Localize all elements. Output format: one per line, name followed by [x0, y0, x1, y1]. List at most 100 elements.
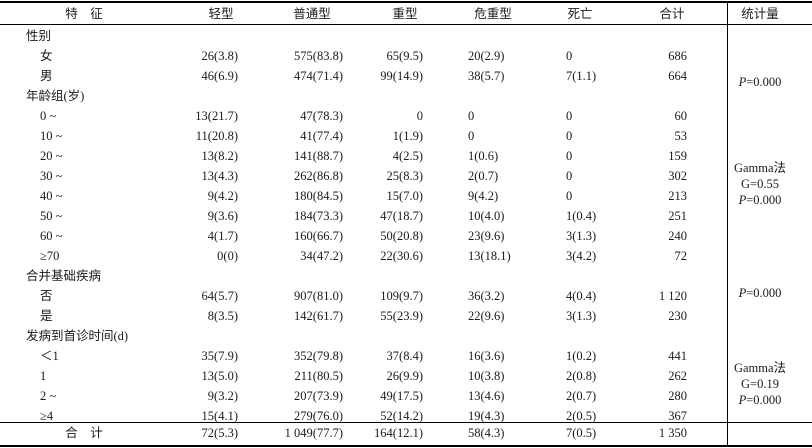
stat-age: Gamma法 G=0.55 P=0.000	[720, 160, 800, 208]
cell-common: 184(73.3)	[294, 209, 343, 223]
row-label: 10 ~	[40, 129, 63, 143]
cell-mild: 13(21.7)	[195, 109, 238, 123]
stat-sex: P=0.000	[720, 74, 800, 90]
cell-death: 0	[566, 149, 573, 163]
row-label: 是	[40, 309, 53, 323]
row-label: 2 ~	[40, 389, 57, 403]
cell-severe: 22(30.6)	[380, 249, 423, 263]
cell-total: 159	[668, 149, 687, 163]
cell-critical: 0	[468, 129, 475, 143]
section-label: 合并基础疾病	[26, 269, 102, 283]
cell-severe: 52(14.2)	[380, 409, 423, 423]
header-rule	[0, 24, 812, 25]
cell-total: 213	[668, 189, 687, 203]
section-row: 年龄组(岁)	[0, 86, 812, 106]
table-header: 特 征 轻型 普通型 重型 危重型 死亡 合计 统计量	[0, 4, 812, 24]
section-row: 合并基础疾病	[0, 266, 812, 286]
row-label: 女	[40, 49, 53, 63]
cell-critical: 10(3.8)	[468, 369, 505, 383]
cell-mild: 15(4.1)	[201, 409, 238, 423]
cell-severe: 26(9.9)	[386, 369, 423, 383]
cell-death: 0	[566, 189, 573, 203]
cell-death: 3(4.2)	[566, 249, 597, 263]
section-row: 性别	[0, 26, 812, 46]
cell-death: 2(0.8)	[566, 369, 597, 383]
stat-disease: P=0.000	[720, 285, 800, 301]
bottom-rule	[0, 445, 812, 447]
cell-critical: 20(2.9)	[468, 49, 505, 63]
row-label: 20 ~	[40, 149, 63, 163]
cell-total: 262	[668, 369, 687, 383]
cell-total: 367	[668, 409, 687, 423]
total-label: 合 计	[65, 426, 103, 440]
row-label: 60 ~	[40, 229, 63, 243]
cell-total: 230	[668, 309, 687, 323]
row-label: 0 ~	[40, 109, 57, 123]
table-row: 20 ~ 13(8.2) 141(88.7) 4(2.5) 1(0.6) 0 159	[0, 146, 812, 166]
cell-critical: 13(4.6)	[468, 389, 505, 403]
total-cell-critical: 58(4.3)	[468, 426, 505, 440]
table-row: 30 ~ 13(4.3) 262(86.8) 25(8.3) 2(0.7) 0 302	[0, 166, 812, 186]
cell-total: 441	[668, 349, 687, 363]
table-row: 1 13(5.0) 211(80.5) 26(9.9) 10(3.8) 2(0.8) 262	[0, 366, 812, 386]
cell-total: 72	[674, 249, 688, 263]
cell-death: 1(0.2)	[566, 349, 597, 363]
header-feature: 特 征	[65, 7, 103, 21]
cell-total: 240	[668, 229, 687, 243]
cell-total: 686	[668, 49, 687, 63]
cell-total: 280	[668, 389, 687, 403]
cell-severe: 37(8.4)	[386, 349, 423, 363]
cell-death: 7(1.1)	[566, 69, 597, 83]
cell-severe: 25(8.3)	[386, 169, 423, 183]
cell-death: 4(0.4)	[566, 289, 597, 303]
cell-death: 3(1.3)	[566, 309, 597, 323]
total-cell-severe: 164(12.1)	[374, 426, 423, 440]
row-label: ＜1	[40, 349, 59, 363]
stat-line: P=0.000	[738, 393, 782, 407]
table-row: 女 26(3.8) 575(83.8) 65(9.5) 20(2.9) 0 686	[0, 46, 812, 66]
cell-common: 474(71.4)	[294, 69, 343, 83]
cell-death: 0	[566, 109, 573, 123]
cell-death: 1(0.4)	[566, 209, 597, 223]
cell-death: 0	[566, 49, 573, 63]
top-rule	[0, 1, 812, 3]
table-row: 否 64(5.7) 907(81.0) 109(9.7) 36(3.2) 4(0.4) 1 …	[0, 286, 812, 306]
section-label: 性别	[26, 29, 52, 43]
table-row: 40 ~ 9(4.2) 180(84.5) 15(7.0) 9(4.2) 0 213	[0, 186, 812, 206]
cell-total: 251	[668, 209, 687, 223]
cell-mild: 0(0)	[217, 249, 238, 263]
cell-critical: 2(0.7)	[468, 169, 499, 183]
header-critical: 危重型	[474, 7, 512, 21]
total-top-rule	[0, 422, 812, 423]
cell-critical: 19(4.3)	[468, 409, 505, 423]
cell-critical: 0	[468, 109, 475, 123]
cell-common: 41(77.4)	[300, 129, 343, 143]
cell-mild: 9(4.2)	[207, 189, 238, 203]
cell-severe: 99(14.9)	[380, 69, 423, 83]
row-label: ≥4	[40, 409, 54, 423]
cell-total: 664	[668, 69, 687, 83]
row-label: ≥70	[40, 249, 60, 263]
cell-common: 211(80.5)	[294, 369, 344, 383]
cell-critical: 36(3.2)	[468, 289, 505, 303]
row-label: 1	[40, 369, 47, 383]
cell-mild: 13(4.3)	[201, 169, 238, 183]
cell-mild: 35(7.9)	[201, 349, 238, 363]
cell-mild: 9(3.6)	[207, 209, 238, 223]
row-label: 男	[40, 69, 53, 83]
cell-death: 2(0.5)	[566, 409, 597, 423]
cell-common: 34(47.2)	[300, 249, 343, 263]
cell-common: 180(84.5)	[294, 189, 343, 203]
cell-common: 207(73.9)	[294, 389, 343, 403]
cell-critical: 38(5.7)	[468, 69, 505, 83]
row-label: 30 ~	[40, 169, 63, 183]
stat-line: Gamma法	[733, 161, 787, 175]
table-row: 是 8(3.5) 142(61.7) 55(23.9) 22(9.6) 3(1.3) 230	[0, 306, 812, 326]
table-row: ≥70 0(0) 34(47.2) 22(30.6) 13(18.1) 3(4.2) 72	[0, 246, 812, 266]
cell-mild: 11(20.8)	[195, 129, 238, 143]
total-cell-mild: 72(5.3)	[201, 426, 238, 440]
table-row: 60 ~ 4(1.7) 160(66.7) 50(20.8) 23(9.6) 3(1.3)…	[0, 226, 812, 246]
cell-total: 1 120	[658, 289, 687, 303]
cell-common: 47(78.3)	[300, 109, 343, 123]
